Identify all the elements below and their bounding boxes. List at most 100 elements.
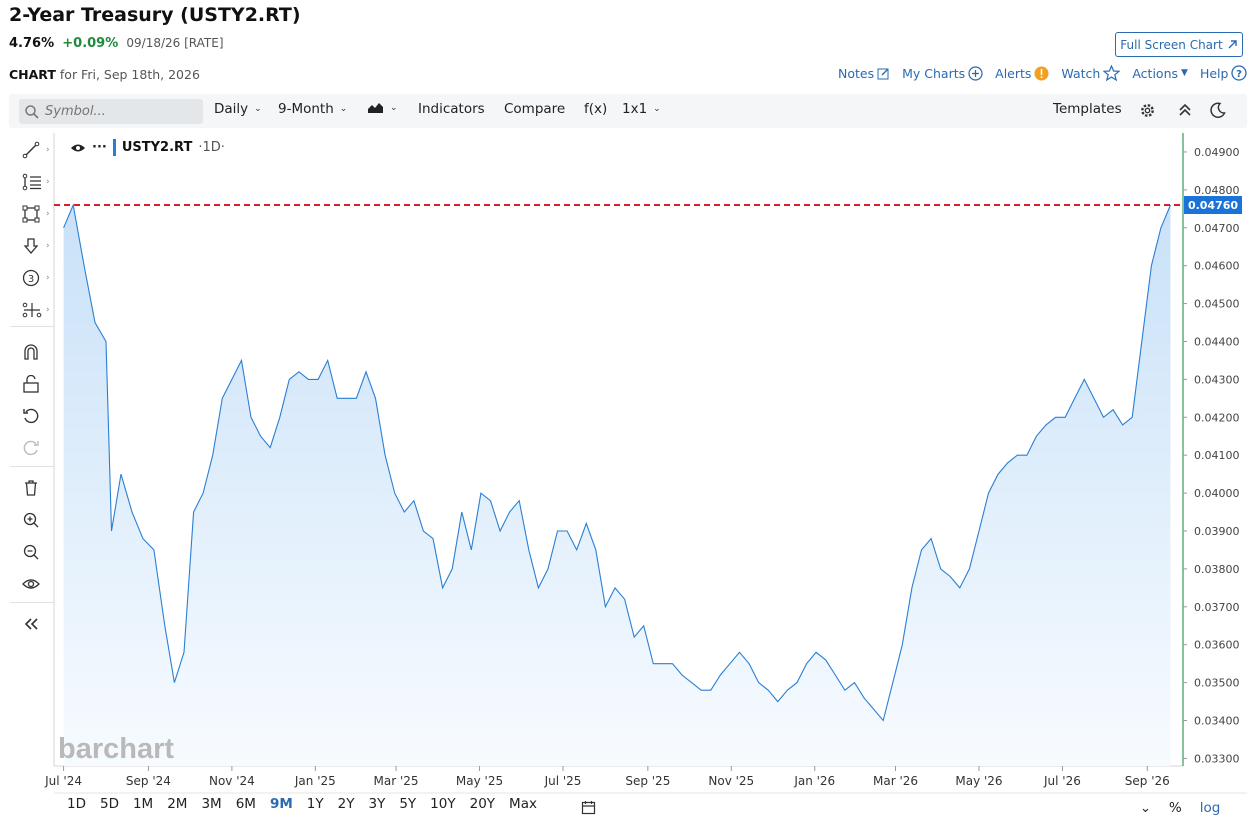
zoom-in-button[interactable] — [10, 508, 54, 532]
indicators-button[interactable]: Indicators — [418, 101, 485, 117]
line-tool-icon — [22, 141, 40, 159]
arrow-tool[interactable]: › — [10, 234, 54, 258]
price-change: +0.09% — [62, 36, 119, 51]
range-button-3y[interactable]: 3Y — [368, 796, 386, 812]
y-tick-label: 0.03600 — [1194, 639, 1240, 652]
x-tick-label: Jul '26 — [1043, 774, 1081, 788]
actions-dropdown[interactable]: Actions ▼ — [1132, 66, 1188, 81]
lock-tool[interactable] — [10, 372, 54, 396]
alerts-link[interactable]: Alerts — [995, 66, 1049, 81]
y-tick-label: 0.04200 — [1194, 411, 1240, 424]
watch-label: Watch — [1061, 65, 1101, 81]
tool-divider — [10, 326, 54, 327]
notes-link[interactable]: Notes — [838, 66, 890, 81]
interval-label: Daily — [214, 101, 249, 117]
chevron-right-icon: › — [46, 241, 50, 251]
delete-drawings-button[interactable] — [10, 476, 54, 500]
range-button-1d[interactable]: 1D — [67, 796, 86, 812]
templates-button[interactable]: Templates — [1053, 101, 1122, 117]
price-line — [63, 203, 1172, 722]
watch-link[interactable]: Watch — [1061, 65, 1121, 81]
settings-button[interactable] — [1139, 102, 1156, 119]
symbol-search-input[interactable] — [45, 104, 195, 119]
shape-tool[interactable]: › — [10, 202, 54, 226]
zoom-out-button[interactable] — [10, 540, 54, 564]
eye-icon[interactable] — [70, 142, 86, 154]
legend-interval: ·1D· — [198, 140, 225, 155]
range-button-1m[interactable]: 1M — [132, 796, 154, 812]
count-tool[interactable]: 3 › — [10, 266, 54, 290]
chart-for-text: for Fri, Sep 18th, 2026 — [59, 67, 200, 82]
range-button-2y[interactable]: 2Y — [337, 796, 355, 812]
scroll-end-icon[interactable]: ⌄ — [1140, 800, 1151, 816]
redo-button[interactable] — [10, 436, 54, 460]
price-axis: 0.04900 0.04800 0.04700 0.04600 0.04500 0.044… — [1183, 146, 1240, 765]
y-tick-label: 0.03300 — [1194, 752, 1240, 765]
zoom-in-icon — [23, 512, 39, 528]
y-tick-label: 0.04700 — [1194, 222, 1240, 235]
range-button-10y[interactable]: 10Y — [430, 796, 456, 812]
trend-line-tool[interactable]: › — [10, 138, 54, 162]
magnet-icon — [24, 344, 38, 360]
help-label: Help — [1199, 65, 1229, 81]
range-button-3m[interactable]: 3M — [201, 796, 222, 812]
last-price-tag: 0.04760 — [1184, 196, 1242, 215]
chart-date: CHART for Fri, Sep 18th, 2026 — [9, 67, 200, 82]
collapse-toolbar-button[interactable] — [1178, 102, 1192, 118]
search-icon — [25, 104, 39, 119]
dark-mode-toggle[interactable] — [1209, 102, 1226, 119]
alerts-label: Alerts — [995, 65, 1032, 81]
barchart-watermark: barchart — [58, 733, 174, 765]
compare-button[interactable]: Compare — [504, 101, 565, 117]
top-links: Notes My Charts Alerts Watch Actions ▼ H… — [838, 65, 1248, 81]
date-range-picker[interactable] — [581, 800, 596, 819]
time-axis: Jul '24 Sep '24 Nov '24 Jan '25 Mar '25 May '… — [44, 766, 1170, 788]
more-options-icon[interactable]: ··· — [92, 140, 107, 155]
percent-scale-toggle[interactable]: % — [1168, 800, 1182, 816]
chart-type-dropdown[interactable]: ⌄ — [367, 101, 398, 114]
range-button-max[interactable]: Max — [509, 796, 537, 812]
area-fill — [63, 205, 1171, 766]
function-button[interactable]: f(x) — [584, 101, 607, 117]
log-scale-toggle[interactable]: log — [1199, 800, 1221, 816]
svg-text:3: 3 — [28, 274, 34, 285]
fib-tool[interactable]: › — [10, 170, 54, 194]
range-button-2m[interactable]: 2M — [167, 796, 188, 812]
x-tick-label: May '25 — [456, 774, 503, 788]
range-button-5y[interactable]: 5Y — [399, 796, 417, 812]
layout-label: 1x1 — [622, 101, 648, 117]
x-tick-label: Sep '26 — [1125, 774, 1170, 788]
y-tick-label: 0.04600 — [1194, 260, 1240, 273]
range-button-6m[interactable]: 6M — [235, 796, 256, 812]
y-tick-label: 0.04000 — [1194, 487, 1240, 500]
help-link[interactable]: Help ? — [1200, 65, 1248, 81]
area-chart-icon — [368, 103, 383, 113]
undo-button[interactable] — [10, 404, 54, 428]
templates-label: Templates — [1053, 101, 1122, 117]
chevron-right-icon: › — [46, 209, 50, 219]
interval-dropdown[interactable]: Daily ⌄ — [214, 101, 262, 117]
range-button-5d[interactable]: 5D — [99, 796, 119, 812]
measure-tool[interactable]: › — [10, 298, 54, 322]
collapse-sidebar-button[interactable] — [10, 612, 54, 636]
symbol-search[interactable] — [19, 99, 203, 124]
last-price: 4.76% — [9, 36, 55, 51]
range-button-1y[interactable]: 1Y — [306, 796, 324, 812]
moon-icon — [1210, 102, 1226, 118]
compare-label: Compare — [504, 101, 566, 117]
range-button-9m[interactable]: 9M — [269, 796, 293, 812]
range-button-20y[interactable]: 20Y — [469, 796, 496, 812]
external-arrow-icon — [1228, 40, 1237, 49]
legend-symbol: USTY2.RT — [121, 140, 193, 155]
y-tick-label: 0.03500 — [1194, 677, 1240, 690]
visibility-toggle[interactable] — [10, 572, 54, 596]
rectangle-tool-icon — [22, 205, 40, 223]
my-charts-link[interactable]: My Charts — [902, 66, 983, 81]
full-screen-chart-button[interactable]: Full Screen Chart — [1115, 32, 1243, 57]
y-tick-label: 0.03900 — [1194, 525, 1240, 538]
magnet-tool[interactable] — [10, 340, 54, 364]
layout-dropdown[interactable]: 1x1 ⌄ — [622, 101, 661, 117]
chevron-down-icon: ⌄ — [339, 104, 348, 114]
period-dropdown[interactable]: 9-Month ⌄ — [278, 101, 347, 117]
